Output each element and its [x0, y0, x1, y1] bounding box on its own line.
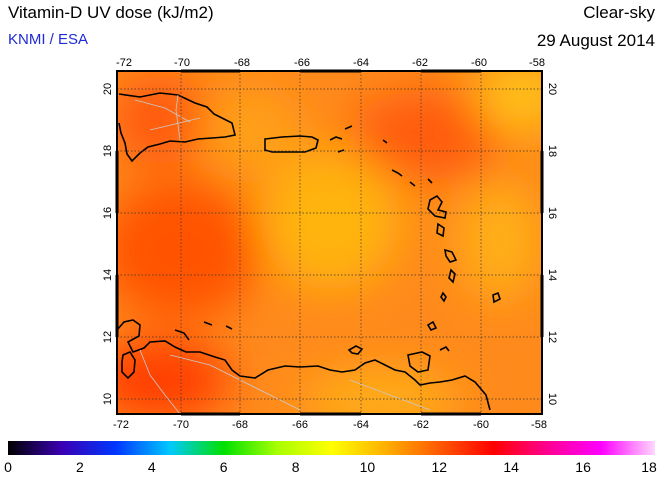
- lon-label: -58: [529, 57, 545, 69]
- coastlines: [116, 92, 501, 411]
- lat-label: 12: [546, 331, 558, 343]
- puerto-rico-coast: [264, 135, 319, 153]
- lon-label: -60: [473, 419, 489, 431]
- lon-label: -66: [292, 419, 308, 431]
- uv-dose-map: -72 -70 -68 -66 -64 -62 -60 -58 -72 -70 …: [102, 57, 558, 431]
- lon-label: -64: [353, 57, 369, 69]
- colorbar-label: 12: [431, 459, 448, 475]
- martinique-coast: [444, 248, 458, 263]
- venezuela-colombia-coast: [116, 319, 491, 411]
- date-label: 29 August 2014: [536, 31, 655, 50]
- lat-label: 20: [102, 83, 114, 95]
- colorbar-label: 6: [219, 459, 228, 475]
- lon-label: -62: [412, 57, 428, 69]
- trinidad-coast: [407, 351, 431, 373]
- margarita-coast: [347, 345, 364, 355]
- hispaniola-coast: [118, 92, 236, 163]
- colorbar-label: 0: [4, 459, 12, 475]
- colorbar-label: 10: [359, 459, 376, 475]
- data-source-label: KNMI / ESA: [8, 31, 89, 48]
- lon-label: -72: [113, 419, 129, 431]
- lon-label: -66: [294, 57, 310, 69]
- lon-label: -60: [471, 57, 487, 69]
- lon-labels-top: -72 -70 -68 -66 -64 -62 -60 -58: [116, 57, 545, 69]
- abc-islands: [174, 321, 233, 341]
- grenada-coast: [426, 320, 438, 331]
- lon-label: -64: [353, 419, 369, 431]
- lat-label: 14: [546, 269, 558, 281]
- lat-label: 16: [102, 207, 114, 219]
- anguilla-islands: [382, 139, 433, 187]
- lat-label: 12: [102, 331, 114, 343]
- lat-label: 20: [546, 83, 558, 95]
- tobago-coast: [439, 345, 450, 352]
- guadeloupe-coast: [427, 194, 447, 219]
- lon-label: -62: [413, 419, 429, 431]
- lon-labels-bottom: -72 -70 -68 -66 -64 -62 -60 -58: [113, 419, 547, 431]
- lon-label: -72: [116, 57, 132, 69]
- lat-labels-left: 10 12 14 16 18 20: [102, 83, 114, 405]
- lat-labels-right: 10 12 14 16 18 20: [546, 83, 558, 405]
- lon-label: -70: [173, 419, 189, 431]
- colorbar-label: 18: [641, 459, 657, 475]
- lat-label: 18: [546, 145, 558, 157]
- lat-label: 14: [102, 269, 114, 281]
- lat-label: 10: [546, 393, 558, 405]
- lon-label: -68: [234, 57, 250, 69]
- lake-maracaibo: [121, 350, 136, 380]
- sky-condition-label: Clear-sky: [583, 3, 655, 22]
- uv-field: [117, 71, 542, 414]
- lon-label: -68: [232, 419, 248, 431]
- colorbar-label: 16: [575, 459, 591, 475]
- lat-label: 16: [546, 207, 558, 219]
- colorbar-label: 8: [291, 459, 300, 475]
- lat-label: 18: [102, 145, 114, 157]
- barbados-coast: [492, 291, 501, 304]
- colorbar-label: 2: [75, 459, 84, 475]
- lon-label: -58: [531, 419, 547, 431]
- colorbar-label: 14: [503, 459, 519, 475]
- lon-label: -70: [174, 57, 190, 69]
- dominica-coast: [436, 222, 445, 238]
- st-vincent-coast: [440, 291, 447, 303]
- graticule: [117, 71, 542, 414]
- colorbar: [8, 441, 655, 455]
- colorbar-label: 4: [147, 459, 156, 475]
- lat-label: 10: [102, 393, 114, 405]
- map-title: Vitamin-D UV dose (kJ/m2): [8, 3, 214, 22]
- frame-ticks: [115, 69, 544, 416]
